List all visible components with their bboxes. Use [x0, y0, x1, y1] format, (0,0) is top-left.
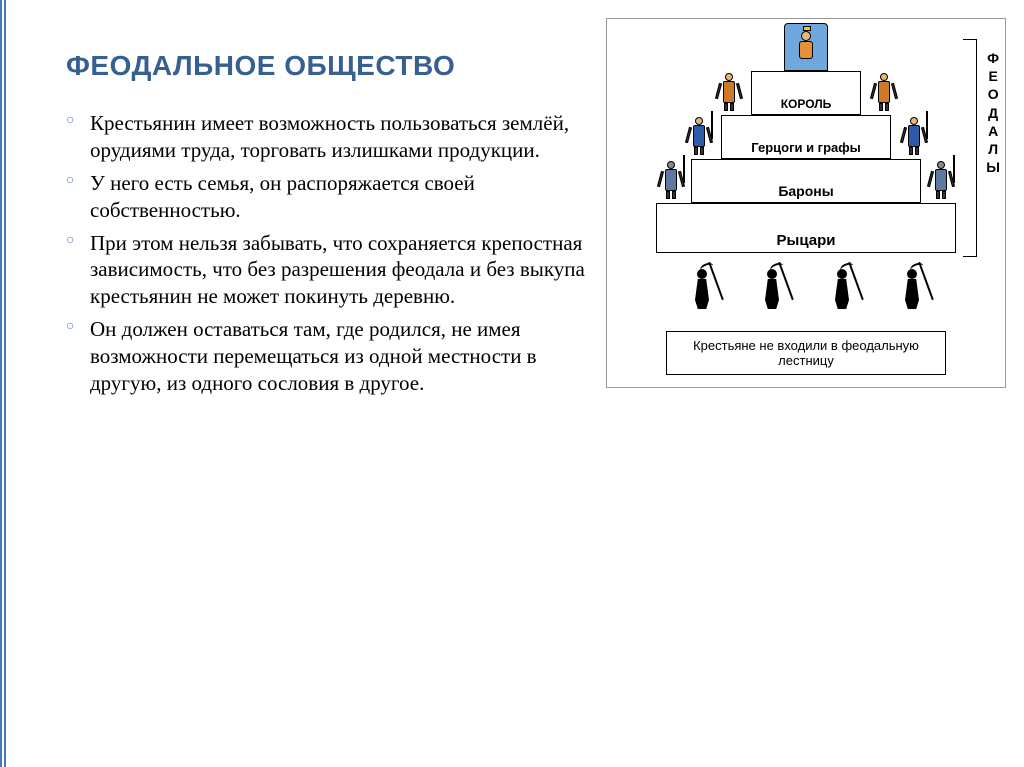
tier-king-figures	[706, 73, 906, 113]
tier-dukes-figures	[676, 117, 936, 157]
peasant-figure-icon	[827, 269, 855, 317]
tier-knights: Рыцари	[656, 203, 956, 253]
knight-figure-icon	[661, 161, 681, 201]
noble-figure-icon	[904, 117, 924, 157]
slide: ФЕОДАЛЬНОЕ ОБЩЕСТВО Крестьянин имеет воз…	[6, 0, 1024, 767]
peasant-figure-icon	[897, 269, 925, 317]
peasant-figure-icon	[757, 269, 785, 317]
tier-label: Рыцари	[777, 232, 836, 249]
list-item: Крестьянин имеет возможность пользоватьс…	[66, 110, 586, 164]
side-label-feudals: ФЕОДАЛЫ	[986, 49, 1001, 176]
knight-figure-icon	[931, 161, 951, 201]
bullet-list: Крестьянин имеет возможность пользоватьс…	[66, 110, 586, 403]
caption-text: Крестьяне не входили в феодальную лестни…	[693, 338, 919, 368]
list-item: Он должен оставаться там, где родился, н…	[66, 316, 586, 397]
peasant-figure-icon	[687, 269, 715, 317]
list-item: При этом нельзя забывать, что сохраняетс…	[66, 230, 586, 311]
peasant-caption: Крестьяне не входили в феодальную лестни…	[666, 331, 946, 375]
pyramid: КОРОЛЬ Герцоги и графы	[646, 27, 966, 257]
noble-figure-icon	[874, 73, 894, 113]
tier-barons-figures	[651, 161, 961, 201]
list-item: У него есть семья, он распоряжается свое…	[66, 170, 586, 224]
peasants-row	[666, 261, 946, 317]
noble-figure-icon	[689, 117, 709, 157]
noble-figure-icon	[719, 73, 739, 113]
king-figure-icon	[797, 31, 815, 63]
feudal-pyramid-diagram: ФЕОДАЛЫ КОРОЛЬ	[606, 18, 1006, 388]
